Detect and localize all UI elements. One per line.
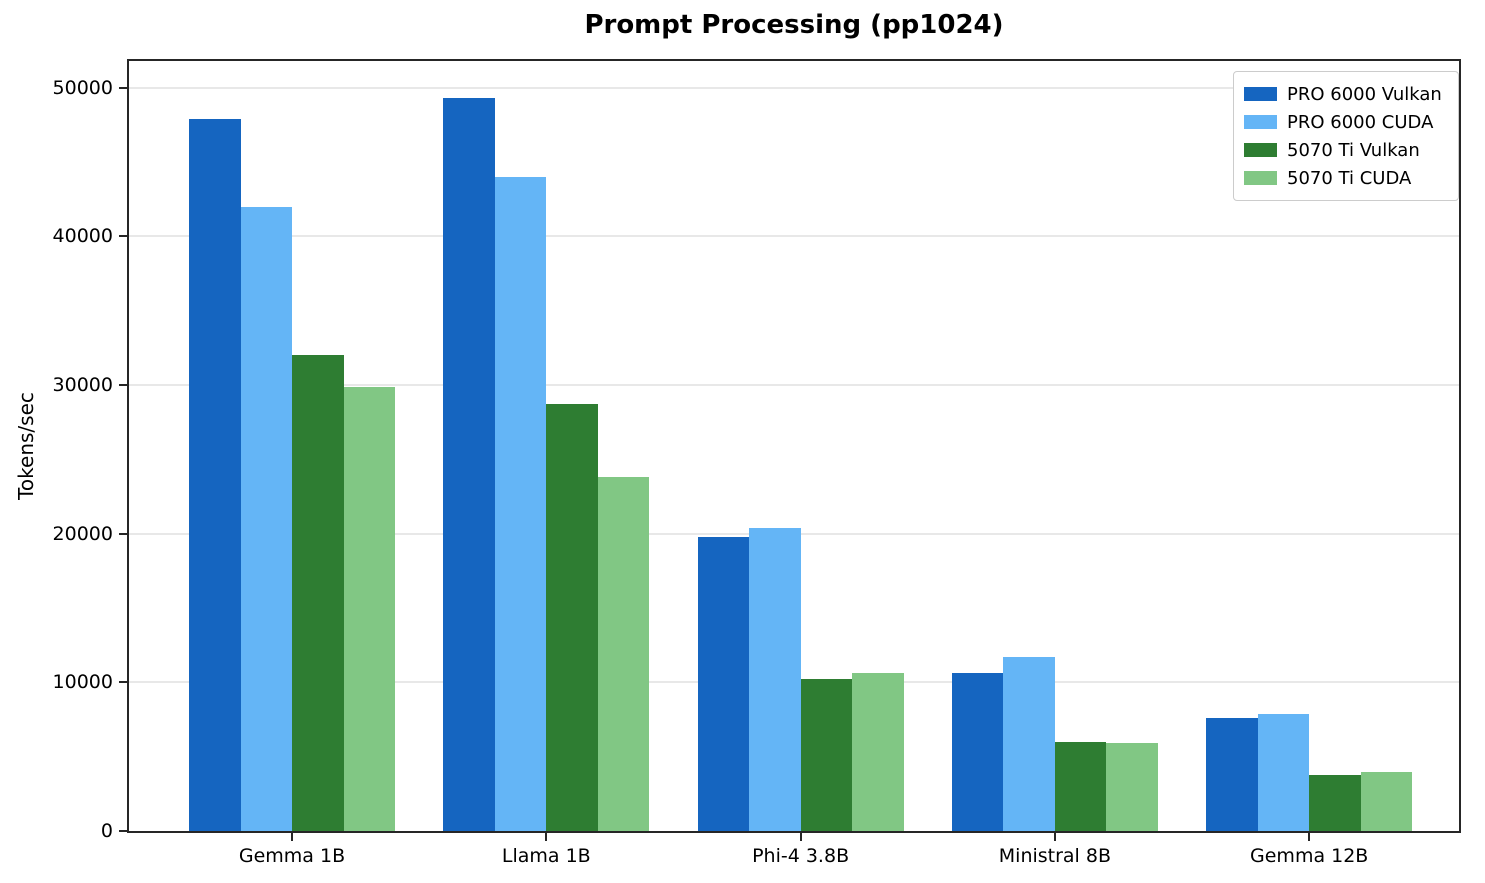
bar-llama-1b-series-1	[494, 176, 547, 831]
legend-label: PRO 6000 Vulkan	[1287, 83, 1442, 105]
legend-item: 5070 Ti CUDA	[1244, 164, 1448, 192]
bar-phi-4-3-8b-series-3	[852, 673, 904, 831]
x-tick	[799, 833, 802, 841]
y-tick	[119, 86, 127, 89]
bar-ministral-8b-series-1	[1003, 657, 1055, 831]
legend: PRO 6000 Vulkan PRO 6000 CUDA 5070 Ti Vulk…	[1233, 71, 1459, 201]
y-tick-label: 10000	[52, 671, 113, 694]
bar-gemma-1b-series-1	[240, 206, 292, 831]
x-tick-label: Phi-4 3.8B	[752, 845, 850, 867]
bar-gemma-12b-series-1	[1257, 713, 1310, 831]
x-tick-label: Llama 1B	[501, 845, 591, 867]
bar-ministral-8b-series-0	[951, 673, 1004, 831]
x-tick	[545, 833, 548, 841]
y-tick	[119, 235, 127, 238]
bar-llama-1b-series-0	[443, 98, 495, 831]
x-tick	[1308, 833, 1311, 841]
legend-swatch	[1244, 115, 1277, 129]
bar-phi-4-3-8b-series-2	[800, 679, 853, 831]
y-tick-label: 30000	[52, 374, 113, 397]
bar-phi-4-3-8b-series-0	[697, 536, 750, 831]
bar-phi-4-3-8b-series-1	[749, 527, 801, 831]
bar-gemma-12b-series-3	[1360, 771, 1413, 831]
y-tick	[119, 681, 127, 684]
y-tick	[119, 532, 127, 535]
gridline	[129, 384, 1459, 387]
bar-llama-1b-series-2	[546, 404, 598, 831]
bar-gemma-12b-series-2	[1309, 774, 1361, 831]
bar-ministral-8b-series-2	[1054, 741, 1107, 831]
y-tick	[119, 384, 127, 387]
x-tick-label: Ministral 8B	[998, 845, 1112, 867]
legend-item: 5070 Ti Vulkan	[1244, 136, 1448, 164]
y-tick-label: 0	[100, 820, 113, 842]
x-tick-label: Gemma 12B	[1250, 845, 1369, 867]
x-tick	[291, 833, 293, 841]
legend-label: 5070 Ti Vulkan	[1287, 139, 1420, 161]
legend-swatch	[1244, 171, 1277, 185]
gridline	[129, 235, 1459, 238]
y-tick	[119, 830, 127, 832]
bar-gemma-1b-series-2	[292, 355, 344, 831]
bar-llama-1b-series-3	[597, 477, 650, 831]
gridline	[129, 86, 1459, 89]
y-tick-label: 50000	[52, 76, 113, 99]
legend-swatch	[1244, 87, 1277, 101]
y-axis-label: Tokens/sec	[14, 392, 38, 500]
y-tick-label: 20000	[52, 522, 113, 545]
bar-gemma-12b-series-0	[1206, 718, 1258, 831]
legend-label: PRO 6000 CUDA	[1287, 111, 1434, 133]
legend-item: PRO 6000 Vulkan	[1244, 80, 1448, 108]
legend-swatch	[1244, 143, 1277, 157]
legend-label: 5070 Ti CUDA	[1287, 167, 1412, 189]
y-tick-label: 40000	[52, 225, 113, 248]
legend-item: PRO 6000 CUDA	[1244, 108, 1448, 136]
chart-title: Prompt Processing (pp1024)	[584, 10, 1004, 40]
bar-ministral-8b-series-3	[1106, 743, 1158, 831]
bar-gemma-1b-series-3	[343, 386, 395, 831]
bar-gemma-1b-series-0	[189, 118, 241, 831]
x-tick	[1053, 833, 1056, 841]
x-tick-label: Gemma 1B	[238, 845, 346, 867]
